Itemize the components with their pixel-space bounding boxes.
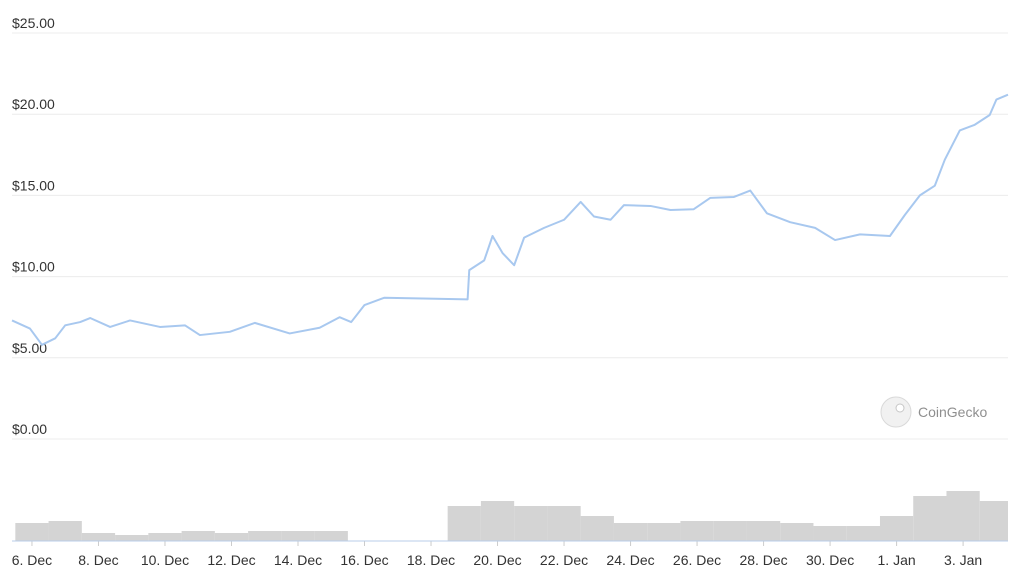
volume-bar — [480, 501, 515, 541]
volume-bar — [214, 533, 249, 541]
volume-bar — [780, 523, 814, 541]
x-tick-label: 1. Jan — [878, 552, 916, 568]
volume-bar — [647, 523, 681, 541]
x-tick-label: 8. Dec — [78, 552, 118, 568]
volume-bar — [680, 521, 714, 541]
x-tick-label: 20. Dec — [473, 552, 521, 568]
volume-bar — [248, 531, 282, 541]
volume-bar — [713, 521, 747, 541]
volume-bar — [946, 491, 980, 541]
y-tick-label: $15.00 — [12, 177, 55, 193]
x-tick-label: 30. Dec — [806, 552, 854, 568]
x-tick-label: 12. Dec — [207, 552, 255, 568]
volume-bar — [547, 506, 581, 541]
y-tick-label: $0.00 — [12, 421, 47, 437]
volume-bar — [15, 523, 49, 541]
y-tick-label: $25.00 — [12, 15, 55, 31]
x-tick-label: 10. Dec — [141, 552, 189, 568]
x-tick-label: 24. Dec — [606, 552, 654, 568]
volume-bar — [181, 531, 215, 541]
x-tick-label: 6. Dec — [12, 552, 52, 568]
volume-bar — [447, 506, 481, 541]
x-tick-label: 22. Dec — [540, 552, 588, 568]
volume-bar — [81, 533, 116, 541]
y-tick-label: $10.00 — [12, 259, 55, 275]
x-tick-label: 18. Dec — [407, 552, 455, 568]
watermark-eye — [895, 403, 905, 413]
watermark-logo — [880, 396, 912, 428]
volume-bar — [979, 501, 1008, 541]
x-tick-label: 14. Dec — [274, 552, 322, 568]
x-tick-label: 16. Dec — [340, 552, 388, 568]
volume-bar — [281, 531, 315, 541]
volume-bar — [115, 535, 149, 541]
price-line — [11, 93, 1009, 346]
volume-bar — [746, 521, 781, 541]
volume-bar — [314, 531, 348, 541]
x-tick-label: 3. Jan — [944, 552, 982, 568]
x-tick-label: 26. Dec — [673, 552, 721, 568]
volume-bar — [879, 516, 914, 541]
x-tick-label: 28. Dec — [739, 552, 787, 568]
volume-bar — [514, 506, 548, 541]
volume-bar — [148, 533, 182, 541]
y-tick-label: $20.00 — [12, 96, 55, 112]
volume-bar — [913, 496, 947, 541]
volume-bar — [846, 526, 880, 541]
volume-bar — [813, 526, 847, 541]
volume-bar — [48, 521, 82, 541]
watermark: CoinGecko — [880, 396, 987, 428]
volume-bar — [580, 516, 614, 541]
volume-bar — [613, 523, 648, 541]
watermark-text: CoinGecko — [918, 404, 987, 420]
y-tick-label: $5.00 — [12, 340, 47, 356]
